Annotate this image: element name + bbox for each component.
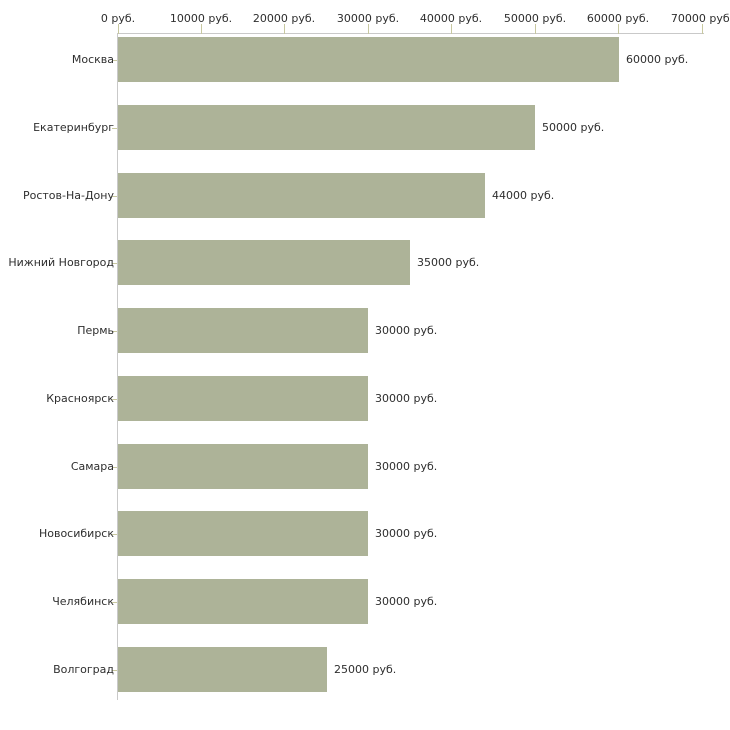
category-label: Челябинск	[52, 595, 114, 608]
x-axis-tick	[201, 24, 202, 34]
x-axis-tick-label: 40000 руб.	[419, 12, 483, 25]
category-tick	[112, 399, 117, 400]
x-axis-tick-label: 30000 руб.	[336, 12, 400, 25]
category-label: Волгоград	[53, 663, 114, 676]
bar	[118, 511, 368, 556]
category-tick	[112, 602, 117, 603]
category-label: Красноярск	[46, 392, 114, 405]
bar	[118, 647, 327, 692]
x-axis-tick	[118, 24, 119, 34]
value-label: 30000 руб.	[375, 392, 438, 405]
category-tick	[112, 196, 117, 197]
x-axis-tick	[368, 24, 369, 34]
value-label: 50000 руб.	[542, 121, 605, 134]
bar	[118, 37, 619, 82]
value-label: 30000 руб.	[375, 527, 438, 540]
category-tick	[112, 467, 117, 468]
category-label: Новосибирск	[38, 527, 114, 540]
bar	[118, 105, 535, 150]
bar	[118, 240, 410, 285]
bar	[118, 579, 368, 624]
category-label: Самара	[70, 460, 114, 473]
x-axis-tick-label: 60000 руб.	[586, 12, 650, 25]
category-label: Ростов-На-Дону	[22, 189, 114, 202]
x-axis-line	[117, 33, 704, 34]
x-axis-tick-label: 0 руб.	[100, 12, 136, 25]
category-label: Екатеринбург	[33, 121, 114, 134]
x-axis-tick	[451, 24, 452, 34]
bar	[118, 444, 368, 489]
bar	[118, 376, 368, 421]
value-label: 30000 руб.	[375, 324, 438, 337]
x-axis-tick-label: 10000 руб.	[169, 12, 233, 25]
category-tick	[112, 670, 117, 671]
y-axis-line	[117, 33, 118, 700]
x-axis-tick	[284, 24, 285, 34]
category-label: Пермь	[77, 324, 114, 337]
value-label: 35000 руб.	[417, 256, 480, 269]
x-axis-tick-label: 50000 руб.	[503, 12, 567, 25]
category-tick	[112, 263, 117, 264]
category-label: Нижний Новгород	[8, 256, 114, 269]
value-label: 44000 руб.	[492, 189, 555, 202]
category-label: Москва	[71, 53, 114, 66]
x-axis-tick	[535, 24, 536, 34]
value-label: 30000 руб.	[375, 460, 438, 473]
x-axis-tick	[618, 24, 619, 34]
value-label: 60000 руб.	[626, 53, 689, 66]
category-tick	[112, 534, 117, 535]
bar	[118, 308, 368, 353]
value-label: 30000 руб.	[375, 595, 438, 608]
category-tick	[112, 331, 117, 332]
bar	[118, 173, 485, 218]
x-axis-tick	[702, 24, 703, 34]
x-axis-tick-label: 20000 руб.	[252, 12, 316, 25]
x-axis-tick-label: 70000 руб.	[670, 12, 730, 25]
category-tick	[112, 128, 117, 129]
category-tick	[112, 60, 117, 61]
value-label: 25000 руб.	[334, 663, 397, 676]
